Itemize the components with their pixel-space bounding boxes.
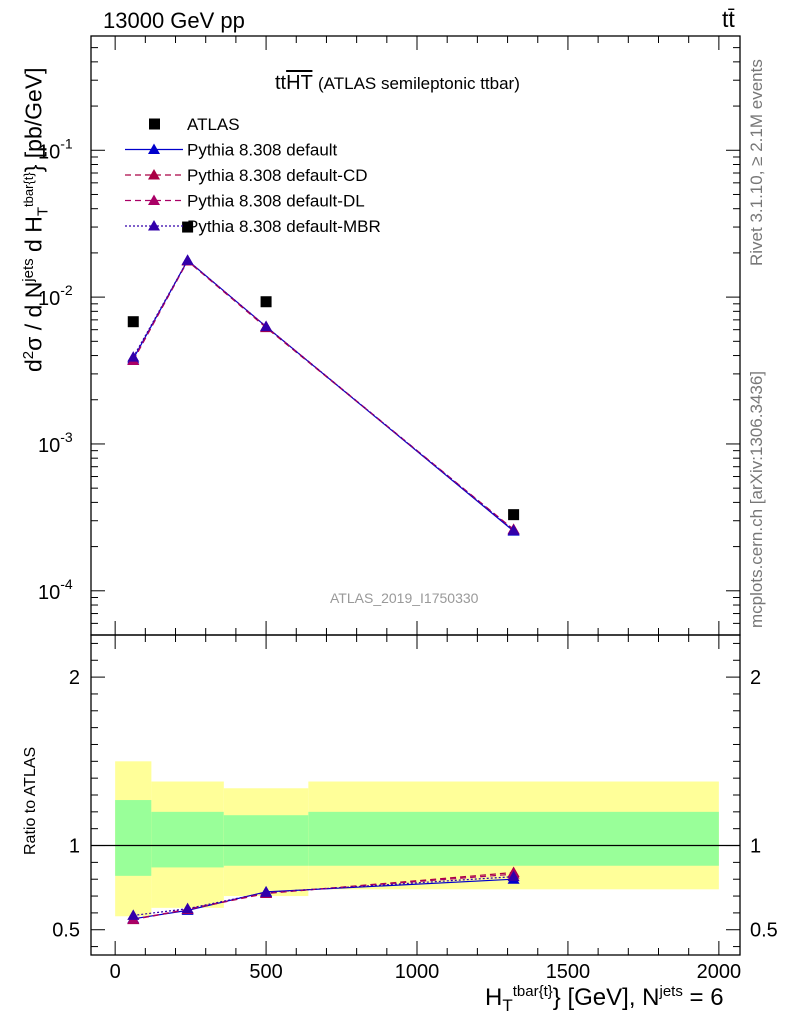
rivet-version-label: Rivet 3.1.10, ≥ 2.1M events — [747, 59, 766, 266]
plot-title-sub: (ATLAS semileptonic ttbar) — [318, 74, 520, 93]
ratio-y-tick-label: 0.5 — [52, 920, 80, 942]
main-y-tick-label: 10-3 — [38, 429, 73, 457]
legend-label: Pythia 8.308 default — [187, 141, 338, 160]
legend-marker — [148, 143, 160, 154]
uncertainty-band-inner — [115, 800, 152, 876]
ratio-y-axis-label: Ratio to ATLAS — [22, 746, 39, 855]
ratio-point-pythia-8-308-default-mbr — [507, 870, 520, 882]
x-tick-label: 1500 — [546, 961, 591, 983]
data-point-pythia-8-308-default-mbr — [181, 254, 194, 265]
analysis-id-label: ATLAS_2019_I1750330 — [330, 590, 479, 606]
series-line-pythia-8-308-default-dl — [132, 259, 514, 531]
main-y-tick-label-exponent: -2 — [60, 282, 73, 298]
ratio-point-pythia-8-308-default-mbr — [260, 886, 273, 897]
ratio-y-tick-label-right: 0.5 — [750, 920, 778, 942]
ratio-y-tick-label-right: 1 — [750, 836, 761, 858]
main-y-tick-label-exponent: -1 — [60, 135, 73, 151]
series-line-pythia-8-308-default — [132, 259, 514, 532]
data-point-pythia-8-308-default-mbr — [127, 351, 140, 362]
x-axis-label: HTtbar{t}} [GeV], Njets = 6 — [485, 983, 724, 1015]
data-point-atlas — [127, 316, 139, 328]
x-tick-label: 2000 — [697, 961, 742, 983]
data-point-pythia-8-308-default-mbr — [260, 320, 273, 332]
uncertainty-band-inner — [308, 811, 719, 866]
legend-marker — [148, 194, 160, 205]
series-line-pythia-8-308-default-mbr — [132, 259, 514, 531]
plot-title-main: ttHT — [275, 72, 313, 94]
data-point-atlas — [508, 509, 520, 521]
main-y-axis-label: d2σ / d Njets d HTtbar{t}} [pb/GeV] — [20, 67, 52, 372]
collision-energy-label: 13000 GeV pp — [103, 8, 245, 33]
legend-label: Pythia 8.308 default-CD — [187, 166, 368, 185]
main-y-tick-label-exponent: -4 — [60, 576, 73, 592]
plot-title: ttHT (ATLAS semileptonic ttbar) — [275, 72, 520, 95]
main-y-tick-label-exponent: -3 — [60, 429, 73, 445]
data-point-pythia-8-308-default-mbr — [507, 524, 520, 535]
ratio-line-pythia-8-308-default-dl — [133, 873, 514, 920]
process-label: tt̄ — [722, 6, 735, 32]
x-tick-label: 1000 — [395, 961, 440, 983]
legend-label: Pythia 8.308 default-MBR — [187, 217, 381, 236]
series-line-pythia-8-308-default-cd — [132, 260, 514, 530]
data-point-atlas — [260, 296, 272, 308]
ratio-point-pythia-8-308-default-mbr — [127, 909, 140, 920]
ratio-y-tick-label: 2 — [69, 667, 80, 689]
legend-label: ATLAS — [187, 115, 240, 134]
mcplots-label: mcplots.cern.ch [arXiv:1306.3436] — [747, 370, 766, 628]
ratio-point-pythia-8-308-default-mbr — [181, 902, 194, 914]
legend-label: Pythia 8.308 default-DL — [187, 192, 365, 211]
uncertainty-band-inner — [223, 815, 309, 866]
legend-marker — [148, 169, 160, 180]
data-point-atlas — [182, 221, 194, 233]
x-tick-label: 0 — [110, 961, 121, 983]
main-y-tick-label: 10-4 — [38, 576, 73, 604]
x-tick-label: 500 — [249, 961, 282, 983]
legend-marker — [148, 220, 160, 231]
ratio-y-tick-label: 1 — [69, 836, 80, 858]
legend-marker-data — [149, 118, 160, 130]
uncertainty-band-inner — [151, 811, 224, 868]
ratio-y-tick-label-right: 2 — [750, 667, 761, 689]
